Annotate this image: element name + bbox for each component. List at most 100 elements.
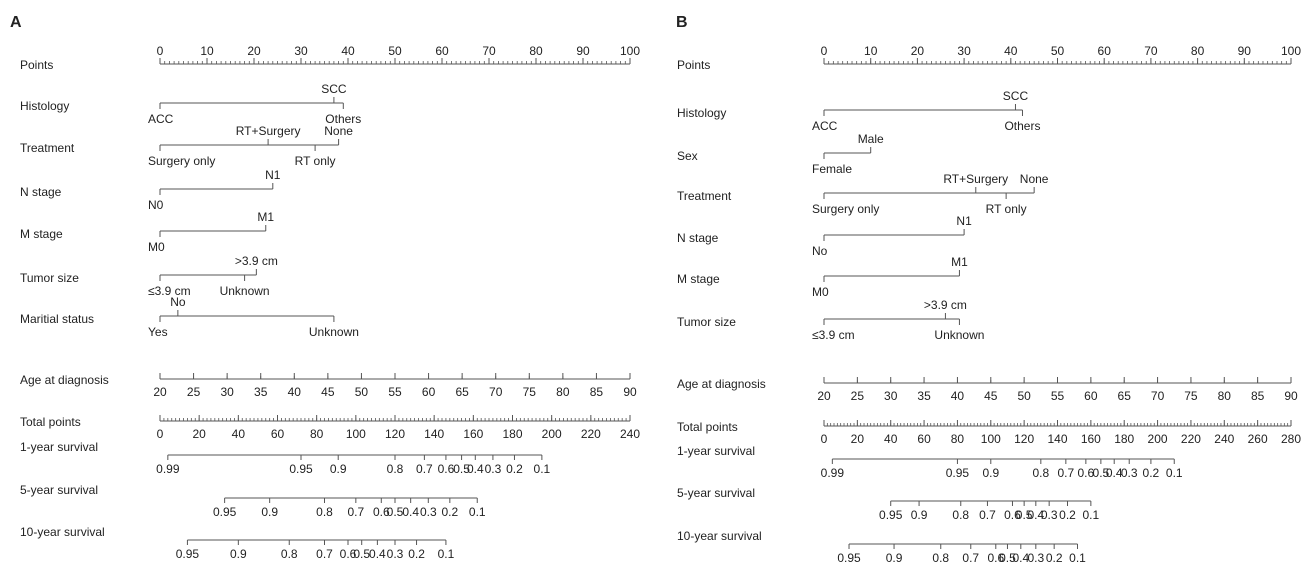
survival-label: 0.95	[176, 547, 200, 561]
tick-label: 55	[1051, 389, 1065, 403]
tick-label: 90	[1238, 44, 1252, 58]
tick-label: 30	[294, 44, 308, 58]
tick-label: 120	[385, 427, 405, 441]
tick-label: 80	[1191, 44, 1205, 58]
row-points: Points 0 10 20 30 40 50 60 70 80 90 100	[20, 44, 640, 72]
tick-label: 200	[542, 427, 562, 441]
row-label: N stage	[677, 231, 719, 245]
survival-label: 0.2	[506, 462, 523, 476]
category-label: ACC	[812, 119, 838, 133]
row-label: Treatment	[20, 141, 75, 155]
row-histology: Histology ACC SCC Others	[677, 89, 1040, 133]
tick-label: 0	[821, 44, 828, 58]
category-label: RT only	[295, 154, 336, 168]
row-label: 10-year survival	[677, 529, 762, 543]
tick-label: 70	[482, 44, 496, 58]
tick-label: 240	[620, 427, 640, 441]
survival-label: 0.4	[1012, 551, 1029, 563]
row-label: 5-year survival	[677, 486, 755, 500]
tick-label: 280	[1281, 432, 1301, 446]
survival-label: 0.1	[1083, 508, 1100, 522]
row-label: Total points	[20, 415, 81, 429]
tick-label: 65	[1118, 389, 1132, 403]
tick-label: 220	[1181, 432, 1201, 446]
row-age-at-diagnosis: Age at diagnosis 20 25 30 35 40 45 50 55 60 65 70 75…	[677, 377, 1298, 403]
survival-label: 0.6	[438, 462, 455, 476]
survival-label: 0.3	[1041, 508, 1058, 522]
category-label: ACC	[148, 112, 174, 126]
category-label: N0	[148, 198, 164, 212]
row-5-year-survival: 5-year survival 0.95 0.9 0.8 0.7 0.60.50.40.3…	[677, 486, 1100, 522]
survival-label: 0.7	[979, 508, 996, 522]
tick-label: 60	[1084, 389, 1098, 403]
tick-label: 100	[346, 427, 366, 441]
row-tumor-size: Tumor size ≤3.9 cm >3.9 cm Unknown	[677, 298, 984, 342]
survival-label: 0.7	[962, 551, 979, 563]
row-label: Histology	[20, 99, 69, 113]
category-label: Surgery only	[812, 202, 879, 216]
tick-label: 160	[1081, 432, 1101, 446]
row-total-points: Total points 0 20 40 60 80 100 120 140 160 180 200 2…	[20, 415, 640, 441]
row-label: M stage	[677, 272, 720, 286]
nomogram-panel-a: A Points 0 10 20 30 40 50 60 70 80 90 100 Histology AC…	[10, 14, 640, 561]
survival-label: 0.5	[453, 462, 470, 476]
category-label: M1	[257, 210, 274, 224]
tick-label: 100	[981, 432, 1001, 446]
survival-label: 0.95	[837, 551, 861, 563]
tick-label: 45	[984, 389, 998, 403]
survival-label: 0.1	[1166, 466, 1183, 480]
survival-label: 0.4	[467, 462, 484, 476]
survival-label: 0.5	[1016, 508, 1033, 522]
survival-label: 0.5	[999, 551, 1016, 563]
tick-label: 85	[1251, 389, 1265, 403]
survival-label: 0.8	[932, 551, 949, 563]
category-label: Yes	[148, 325, 168, 339]
tick-label: 180	[1114, 432, 1134, 446]
row-label: Tumor size	[20, 271, 79, 285]
tick-label: 75	[1184, 389, 1198, 403]
survival-label: 0.6	[373, 505, 390, 519]
survival-label: 0.4	[1027, 508, 1044, 522]
tick-label: 10	[864, 44, 878, 58]
survival-label: 0.3	[485, 462, 502, 476]
survival-label: 0.8	[952, 508, 969, 522]
survival-label: 0.2	[1059, 508, 1076, 522]
tick-label: 20	[192, 427, 206, 441]
category-label: >3.9 cm	[924, 298, 967, 312]
row-n-stage: N stage No N1	[677, 214, 972, 258]
tick-label: 0	[821, 432, 828, 446]
tick-label: 80	[310, 427, 324, 441]
survival-label: 0.9	[911, 508, 928, 522]
row-label: Points	[20, 58, 53, 72]
category-label: Others	[1004, 119, 1040, 133]
survival-label: 0.6	[1078, 466, 1095, 480]
row-label: 10-year survival	[20, 525, 105, 539]
row-label: 1-year survival	[677, 444, 755, 458]
row-age-at-diagnosis: Age at diagnosis 20 25 30 35 40 45 50 55 60 65 70 75…	[20, 373, 637, 399]
tick-label: 40	[1004, 44, 1018, 58]
tick-label: 80	[1218, 389, 1232, 403]
category-label: M1	[951, 255, 968, 269]
tick-label: 160	[463, 427, 483, 441]
row-sex: Sex Female Male	[677, 132, 884, 176]
category-label: ≤3.9 cm	[812, 328, 855, 342]
survival-label: 0.6	[340, 547, 357, 561]
row-treatment: Treatment Surgery only RT+Surgery RT only No…	[20, 124, 353, 168]
tick-label: 20	[851, 432, 865, 446]
tick-label: 60	[1098, 44, 1112, 58]
tick-label: 200	[1148, 432, 1168, 446]
survival-label: 0.9	[330, 462, 347, 476]
row-label: Treatment	[677, 189, 732, 203]
category-label: Female	[812, 162, 852, 176]
survival-label: 0.1	[534, 462, 551, 476]
panel-label: A	[10, 14, 22, 31]
tick-label: 30	[957, 44, 971, 58]
row-label: Tumor size	[677, 315, 736, 329]
tick-label: 140	[424, 427, 444, 441]
tick-label: 240	[1214, 432, 1234, 446]
category-label: Unknown	[934, 328, 984, 342]
survival-label: 0.4	[369, 547, 386, 561]
